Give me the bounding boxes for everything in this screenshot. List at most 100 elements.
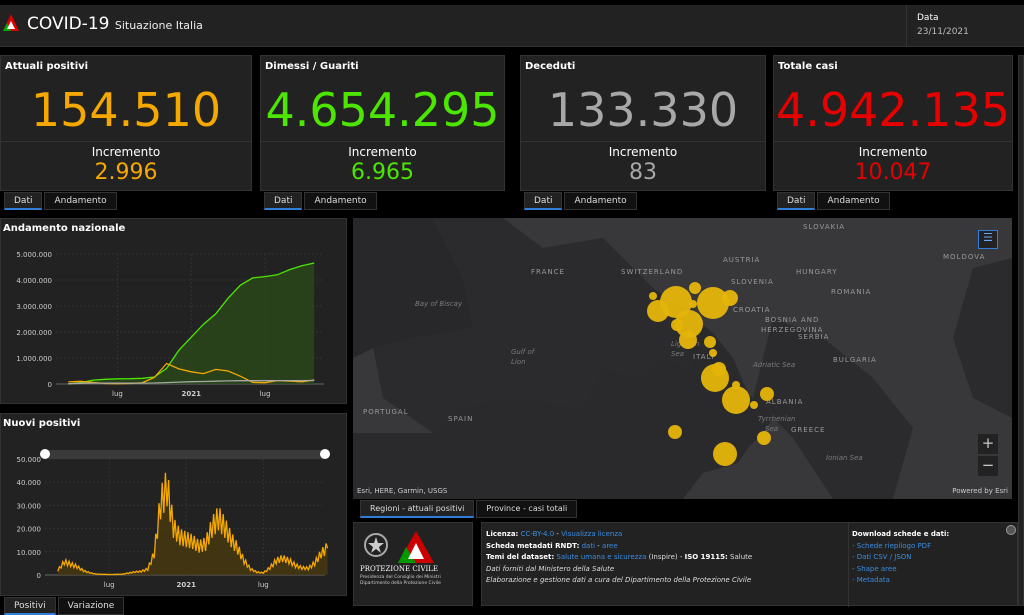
map[interactable]: FRANCE SWITZERLAND AUSTRIA SLOVAKIA HUNGARY S…	[353, 218, 1012, 499]
tab-andamento[interactable]: Andamento	[564, 192, 637, 210]
sep: -	[554, 530, 562, 538]
sea-label: Sea	[765, 425, 779, 433]
region-bubble[interactable]	[679, 331, 697, 349]
region-bubble[interactable]	[760, 387, 774, 401]
y-tick-label: 0	[37, 572, 41, 580]
nuovi-positivi-panel: Nuovi positivi 50.000 40.000 30.000 20.000 1…	[0, 413, 347, 596]
y-tick-label: 5.000.000	[16, 251, 52, 259]
sea-label: Adriatic Sea	[753, 361, 796, 369]
range-slider-track	[45, 450, 325, 459]
map-attribution: Esri, HERE, Garmin, USGS	[357, 487, 448, 495]
region-bubble[interactable]	[689, 282, 701, 294]
nuovi-positivi-chart[interactable]: 50.000 40.000 30.000 20.000 10.000 0 lug 2021 lu…	[1, 414, 348, 597]
tab-regioni[interactable]: Regioni - attuali positivi	[360, 500, 475, 518]
sea-label: Ionian Sea	[826, 454, 863, 462]
tab-dati[interactable]: Dati	[524, 192, 563, 210]
stat-card: Deceduti 133.330 Incremento 83	[520, 55, 766, 191]
rndt-dati-link[interactable]: dati	[581, 541, 596, 550]
tab-dati[interactable]: Dati	[264, 192, 303, 210]
tab-andamento[interactable]: Andamento	[44, 192, 117, 210]
country-label: HERZEGOVINA	[761, 326, 824, 334]
tab-dati[interactable]: Dati	[4, 192, 43, 210]
y-tick-label: 50.000	[17, 456, 42, 464]
region-bubble[interactable]	[704, 336, 716, 348]
text: Salute	[727, 553, 753, 561]
y-tick-label: 1.000.000	[16, 355, 52, 363]
tab-positivi[interactable]: Positivi	[4, 597, 56, 615]
country-label: MOLDOVA	[943, 253, 986, 261]
protezione-civile-logo-icon	[3, 14, 19, 31]
download-link[interactable]: - Metadata	[852, 576, 890, 584]
info-block: Licenza: CC-BY-4.0 - Visualizza licenza …	[481, 522, 1018, 607]
label: Temi del dataset:	[486, 553, 555, 561]
tab-andamento[interactable]: Andamento	[817, 192, 890, 210]
card-label: Totale casi	[778, 61, 838, 72]
region-bubble[interactable]	[689, 300, 697, 308]
tab-andamento[interactable]: Andamento	[304, 192, 377, 210]
card-value: 4.942.135	[775, 83, 1011, 137]
y-tick-label: 20.000	[17, 526, 42, 534]
data-processing: Elaborazione e gestione dati a cura del …	[486, 576, 752, 584]
sea-label: Sea	[671, 350, 685, 358]
rndt-aree-link[interactable]: aree	[602, 541, 618, 550]
country-label: SERBIA	[798, 333, 830, 341]
x-tick-label: lug	[112, 390, 123, 398]
header-bar	[0, 5, 1024, 47]
protezione-civile-logo-icon	[398, 531, 434, 563]
increment-label: Incremento	[608, 145, 678, 159]
powered-by-esri[interactable]: Powered by Esri	[952, 487, 1008, 495]
temi-link[interactable]: Salute umana e sicurezza	[556, 553, 647, 561]
tab-dati[interactable]: Dati	[777, 192, 816, 210]
country-label: SLOVAKIA	[803, 223, 846, 231]
zoom-out-button[interactable]: −	[978, 456, 998, 476]
label: ISO 19115:	[684, 553, 728, 561]
legend-list-icon[interactable]: ☰	[978, 230, 998, 249]
region-bubble[interactable]	[757, 431, 771, 445]
x-tick-label: lug	[104, 581, 115, 589]
region-bubble[interactable]	[722, 386, 750, 414]
expand-icon[interactable]	[1006, 525, 1016, 535]
region-bubble[interactable]	[722, 290, 738, 306]
card-label: Deceduti	[525, 61, 576, 72]
right-panel-edge	[1018, 55, 1024, 606]
increment-value: 2.996	[94, 160, 158, 185]
range-slider-handle-left	[40, 449, 50, 459]
tab-province[interactable]: Province - casi totali	[476, 500, 578, 518]
sep: -	[595, 541, 603, 550]
region-bubble[interactable]	[701, 364, 729, 392]
country-label: ALBANIA	[766, 398, 804, 406]
region-bubble[interactable]	[709, 349, 717, 357]
country-label: ROMANIA	[831, 288, 872, 296]
title-text: COVID-19	[27, 14, 110, 34]
x-tick-label: lug	[260, 390, 271, 398]
series-area	[68, 263, 315, 384]
download-link[interactable]: - Schede riepilogo PDF	[852, 541, 932, 550]
view-license-link[interactable]: Visualizza licenza	[561, 530, 623, 538]
sea-label: Bay of Biscay	[415, 300, 463, 308]
card-label: Attuali positivi	[5, 61, 89, 72]
region-bubble[interactable]	[647, 300, 669, 322]
increment-value: 83	[629, 160, 657, 185]
region-bubble[interactable]	[750, 401, 758, 409]
tab-variazione[interactable]: Variazione	[57, 597, 125, 615]
region-bubble[interactable]	[671, 319, 683, 331]
download-link[interactable]: - Dati CSV / JSON	[852, 553, 912, 561]
increment-value: 6.965	[351, 160, 414, 185]
region-bubble[interactable]	[732, 381, 740, 389]
download-link[interactable]: - Shape aree	[852, 564, 897, 573]
emblem-icon	[364, 533, 388, 557]
increment-label: Incremento	[348, 145, 417, 159]
region-bubble[interactable]	[649, 292, 657, 300]
license-link[interactable]: CC-BY-4.0	[520, 530, 555, 538]
date-label: Data	[917, 13, 939, 23]
data-source: Dati forniti dal Ministero della Salute	[486, 564, 615, 573]
zoom-in-button[interactable]: +	[978, 434, 998, 454]
card-value: 154.510	[30, 83, 222, 137]
region-bubble[interactable]	[668, 425, 682, 439]
card-label: Dimessi / Guariti	[265, 61, 359, 72]
download-title: Download schede e dati:	[852, 530, 950, 538]
country-label: HUNGARY	[796, 268, 838, 276]
series-line	[68, 379, 315, 385]
andamento-chart[interactable]: 5.000.000 4.000.000 3.000.000 2.000.000 1.00…	[1, 219, 348, 405]
region-bubble[interactable]	[713, 442, 737, 466]
